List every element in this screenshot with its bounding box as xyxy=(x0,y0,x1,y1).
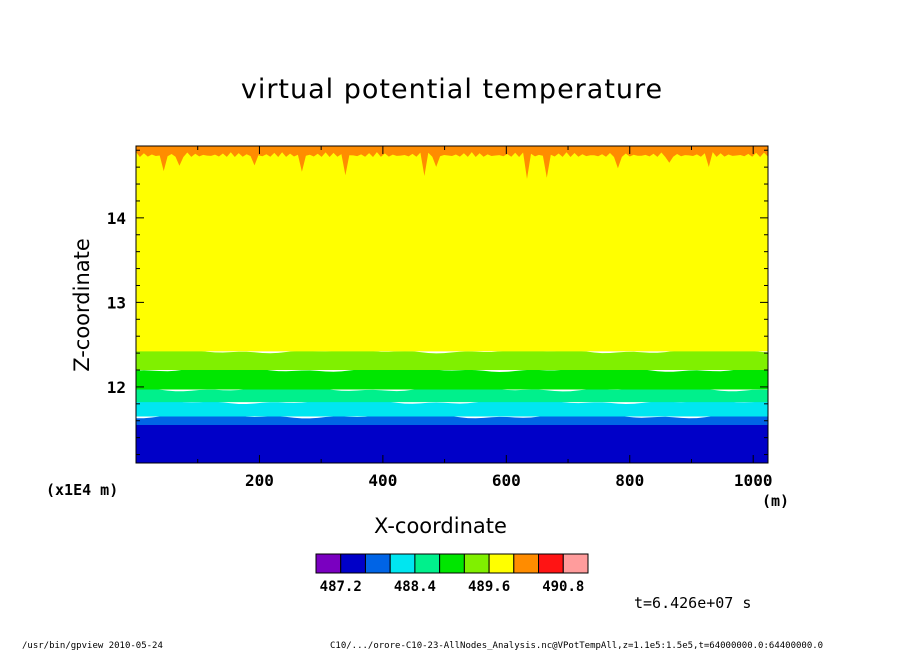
x-tick-label: 800 xyxy=(615,471,644,490)
contour-band xyxy=(136,148,768,352)
time-label: t=6.426e+07 s xyxy=(634,594,752,612)
footer-right: C10/.../orore-C10-23-AllNodes_Analysis.n… xyxy=(330,641,824,651)
x-scale-note: (x1E4 m) xyxy=(46,481,119,499)
colorbar-swatch xyxy=(414,553,441,574)
y-axis-label: Z-coordinate xyxy=(70,238,94,372)
contour-band xyxy=(136,349,768,370)
colorbar-swatch xyxy=(439,553,465,574)
colorbar-swatch xyxy=(513,553,540,574)
y-tick-label: 12 xyxy=(107,378,126,397)
colorbar-swatch xyxy=(463,553,490,574)
colorbar-swatch xyxy=(364,553,391,574)
x-tick-label: 400 xyxy=(368,471,397,490)
footer-left: /usr/bin/gpview 2010-05-24 xyxy=(22,641,163,651)
x-unit-label: (m) xyxy=(762,492,790,510)
colorbar-tick-label: 489.6 xyxy=(468,579,510,595)
colorbar-tick-label: 488.4 xyxy=(394,579,436,595)
colorbar-swatch xyxy=(488,553,515,574)
contour-band xyxy=(136,400,768,417)
colorbar-swatch xyxy=(389,553,416,574)
colorbar-swatch xyxy=(340,553,366,574)
axis-ticks: 200 400 600 800 1000 12 13 14 xyxy=(107,146,773,490)
top-fringe xyxy=(136,146,768,179)
colorbar-tick-label: 490.8 xyxy=(542,579,584,595)
contour-band xyxy=(136,425,768,463)
contour-band xyxy=(136,387,768,403)
colorbar-swatch xyxy=(562,553,589,574)
x-tick-label: 200 xyxy=(245,471,274,490)
contour-band xyxy=(136,368,768,390)
colorbar: 487.2 488.4 489.6 490.8 xyxy=(315,553,589,595)
y-tick-label: 14 xyxy=(107,209,126,228)
y-tick-label: 13 xyxy=(107,293,126,312)
colorbar-tick-label: 487.2 xyxy=(320,579,362,595)
contour-band-top xyxy=(136,146,768,179)
x-axis-label: X-coordinate xyxy=(374,514,507,538)
contour-bands xyxy=(136,146,768,463)
colorbar-swatch xyxy=(315,553,342,574)
colorbar-swatch xyxy=(538,553,564,574)
x-tick-label: 600 xyxy=(492,471,521,490)
chart-title: virtual potential temperature xyxy=(240,74,664,105)
plot-frame xyxy=(135,145,769,464)
x-tick-label: 1000 xyxy=(734,471,773,490)
contour-band xyxy=(136,414,768,425)
